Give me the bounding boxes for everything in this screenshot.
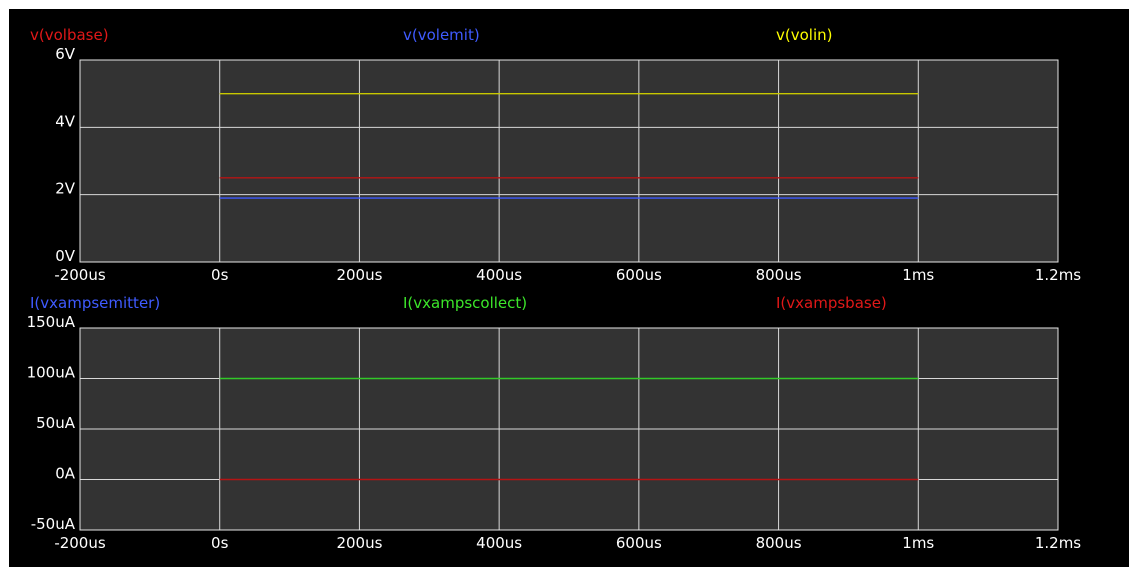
y-tick-label: 50uA [36,414,76,432]
y-tick-label: -50uA [31,515,76,533]
legend-label: v(volemit) [403,26,480,44]
legend-label: v(volin) [776,26,832,44]
legend-label: v(volbase) [30,26,109,44]
x-tick-label: 0s [211,266,229,284]
x-tick-label: -200us [54,266,106,284]
x-tick-label: 200us [336,534,382,552]
x-tick-label: 800us [756,266,802,284]
x-tick-label: 400us [476,534,522,552]
x-tick-label: 0s [211,534,229,552]
x-tick-label: 600us [616,266,662,284]
x-tick-label: 400us [476,266,522,284]
plot-border [79,327,1059,531]
x-tick-label: 1ms [902,266,934,284]
y-tick-label: 2V [55,180,76,198]
y-tick-label: 6V [55,45,76,63]
y-tick-label: 100uA [27,364,76,382]
plot-area-1 [80,60,1058,262]
y-tick-label: 150uA [27,313,76,331]
legend-label: I(vxampscollect) [403,294,527,312]
plot-border [79,59,1059,263]
x-tick-label: 1.2ms [1035,534,1081,552]
y-tick-label: 0V [55,247,76,265]
x-tick-label: 200us [336,266,382,284]
x-tick-label: 1ms [902,534,934,552]
x-tick-label: 1.2ms [1035,266,1081,284]
x-tick-label: 800us [756,534,802,552]
legend-label: I(vxampsbase) [776,294,887,312]
y-tick-label: 0A [55,465,76,483]
y-tick-label: 4V [55,112,76,130]
x-tick-label: 600us [616,534,662,552]
x-tick-label: -200us [54,534,106,552]
legend-label: I(vxampsemitter) [30,294,160,312]
